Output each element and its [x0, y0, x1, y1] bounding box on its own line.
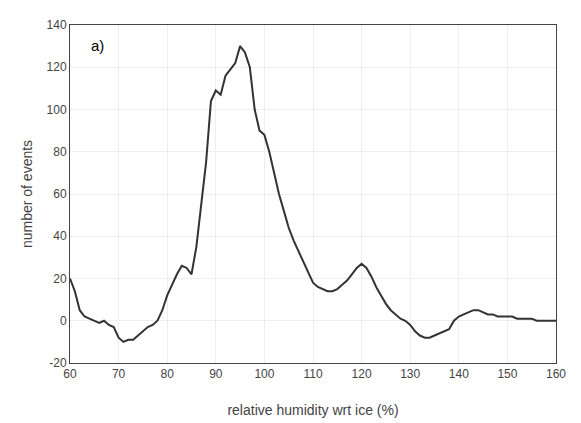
svg-text:120: 120 — [47, 60, 67, 74]
svg-text:40: 40 — [53, 229, 67, 243]
svg-text:80: 80 — [53, 145, 67, 159]
svg-text:110: 110 — [303, 367, 322, 381]
svg-text:130: 130 — [400, 367, 420, 381]
svg-text:60: 60 — [63, 367, 77, 381]
svg-text:140: 140 — [47, 18, 67, 32]
svg-text:80: 80 — [161, 367, 175, 381]
svg-text:number of events: number of events — [19, 140, 35, 248]
svg-text:60: 60 — [53, 187, 67, 201]
svg-text:a): a) — [91, 37, 104, 54]
svg-text:160: 160 — [546, 367, 566, 381]
svg-text:relative humidity wrt ice (%): relative humidity wrt ice (%) — [227, 402, 398, 418]
svg-text:100: 100 — [254, 367, 274, 381]
svg-text:100: 100 — [47, 103, 67, 117]
svg-text:70: 70 — [112, 367, 126, 381]
svg-text:120: 120 — [352, 367, 372, 381]
svg-text:150: 150 — [497, 367, 517, 381]
svg-text:90: 90 — [209, 367, 223, 381]
svg-text:0: 0 — [60, 314, 67, 328]
svg-text:140: 140 — [449, 367, 469, 381]
svg-text:-20: -20 — [49, 356, 67, 370]
svg-text:20: 20 — [53, 272, 67, 286]
